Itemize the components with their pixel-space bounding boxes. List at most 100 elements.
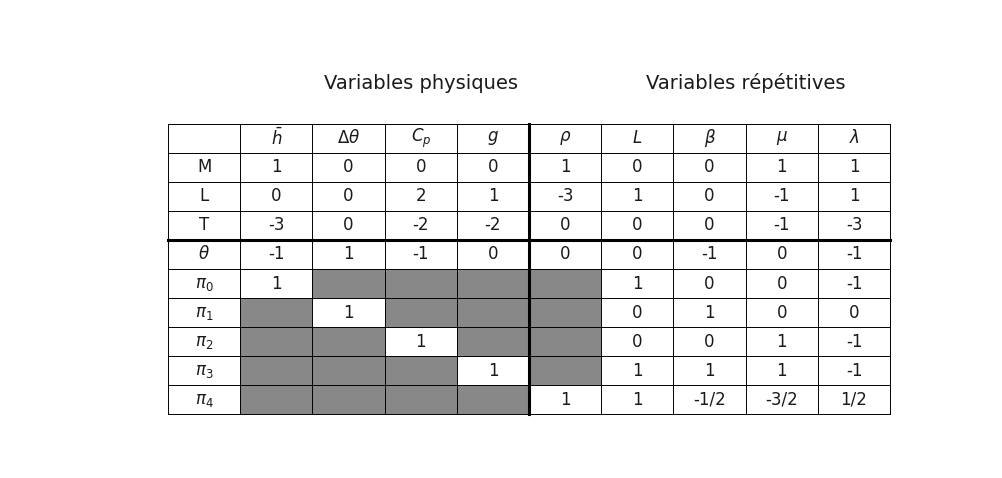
Text: 0: 0 xyxy=(632,217,642,234)
Bar xyxy=(818,182,890,211)
Bar xyxy=(385,152,457,182)
Text: 1: 1 xyxy=(849,158,860,176)
Bar xyxy=(818,327,890,356)
Text: 1: 1 xyxy=(416,333,426,351)
Bar xyxy=(529,152,601,182)
Text: 1: 1 xyxy=(488,362,498,380)
Bar xyxy=(529,269,601,298)
Text: $\mu$: $\mu$ xyxy=(776,129,788,147)
Text: -3: -3 xyxy=(846,217,863,234)
Text: 0: 0 xyxy=(344,217,354,234)
Bar xyxy=(457,240,529,269)
Text: -1/2: -1/2 xyxy=(693,391,726,409)
Bar xyxy=(240,298,313,327)
Bar xyxy=(457,356,529,385)
Text: Variables physiques: Variables physiques xyxy=(324,74,518,93)
Bar xyxy=(745,327,818,356)
Text: L: L xyxy=(199,187,208,206)
Text: 0: 0 xyxy=(849,304,860,322)
Text: -1: -1 xyxy=(846,246,863,263)
Text: 0: 0 xyxy=(704,217,714,234)
Text: $\lambda$: $\lambda$ xyxy=(849,129,860,147)
Text: T: T xyxy=(199,217,209,234)
Bar xyxy=(673,152,745,182)
Text: 0: 0 xyxy=(344,158,354,176)
Bar xyxy=(385,385,457,414)
Bar xyxy=(818,152,890,182)
Bar xyxy=(673,269,745,298)
Bar xyxy=(673,298,745,327)
Bar xyxy=(601,211,673,240)
Text: 0: 0 xyxy=(777,304,788,322)
Bar xyxy=(240,152,313,182)
Text: 0: 0 xyxy=(560,246,570,263)
Bar xyxy=(240,269,313,298)
Text: $\bar{h}$: $\bar{h}$ xyxy=(271,128,282,149)
Text: 1: 1 xyxy=(560,391,570,409)
Bar xyxy=(673,124,745,152)
Text: $\Delta\theta$: $\Delta\theta$ xyxy=(337,129,360,147)
Bar xyxy=(673,211,745,240)
Bar xyxy=(313,152,385,182)
Text: 0: 0 xyxy=(777,274,788,293)
Text: $\pi_3$: $\pi_3$ xyxy=(194,362,213,380)
Bar xyxy=(745,269,818,298)
Text: $\beta$: $\beta$ xyxy=(703,127,715,149)
Bar xyxy=(673,356,745,385)
Text: -1: -1 xyxy=(846,274,863,293)
Text: M: M xyxy=(196,158,211,176)
Text: $L$: $L$ xyxy=(632,129,642,147)
Bar xyxy=(457,211,529,240)
Text: -1: -1 xyxy=(269,246,285,263)
Bar xyxy=(385,124,457,152)
Bar xyxy=(313,240,385,269)
Bar xyxy=(745,298,818,327)
Bar xyxy=(168,240,240,269)
Bar xyxy=(385,240,457,269)
Bar xyxy=(168,298,240,327)
Bar xyxy=(529,385,601,414)
Bar xyxy=(529,211,601,240)
Text: 1: 1 xyxy=(777,362,788,380)
Text: 1: 1 xyxy=(632,187,642,206)
Text: -1: -1 xyxy=(774,217,790,234)
Text: $C_p$: $C_p$ xyxy=(411,127,431,150)
Bar xyxy=(673,327,745,356)
Text: 0: 0 xyxy=(344,187,354,206)
Bar xyxy=(529,327,601,356)
Bar xyxy=(240,385,313,414)
Text: 0: 0 xyxy=(488,246,498,263)
Bar xyxy=(168,356,240,385)
Bar xyxy=(457,298,529,327)
Text: 0: 0 xyxy=(632,246,642,263)
Text: -3: -3 xyxy=(269,217,285,234)
Text: -1: -1 xyxy=(846,362,863,380)
Bar xyxy=(818,269,890,298)
Bar xyxy=(745,152,818,182)
Bar xyxy=(745,385,818,414)
Bar xyxy=(601,124,673,152)
Bar xyxy=(818,298,890,327)
Bar xyxy=(168,385,240,414)
Text: 0: 0 xyxy=(271,187,282,206)
Text: 1: 1 xyxy=(777,333,788,351)
Text: 1: 1 xyxy=(632,274,642,293)
Bar xyxy=(457,327,529,356)
Bar xyxy=(745,211,818,240)
Text: Variables répétitives: Variables répétitives xyxy=(646,73,846,93)
Text: 0: 0 xyxy=(704,274,714,293)
Bar xyxy=(168,269,240,298)
Text: 0: 0 xyxy=(416,158,426,176)
Bar xyxy=(385,356,457,385)
Text: -3: -3 xyxy=(557,187,573,206)
Bar xyxy=(529,182,601,211)
Bar xyxy=(313,182,385,211)
Bar xyxy=(457,152,529,182)
Bar xyxy=(385,182,457,211)
Text: 1: 1 xyxy=(704,304,714,322)
Bar xyxy=(529,240,601,269)
Text: -1: -1 xyxy=(701,246,717,263)
Text: $\pi_1$: $\pi_1$ xyxy=(194,304,213,322)
Text: 1: 1 xyxy=(344,246,354,263)
Text: 0: 0 xyxy=(777,246,788,263)
